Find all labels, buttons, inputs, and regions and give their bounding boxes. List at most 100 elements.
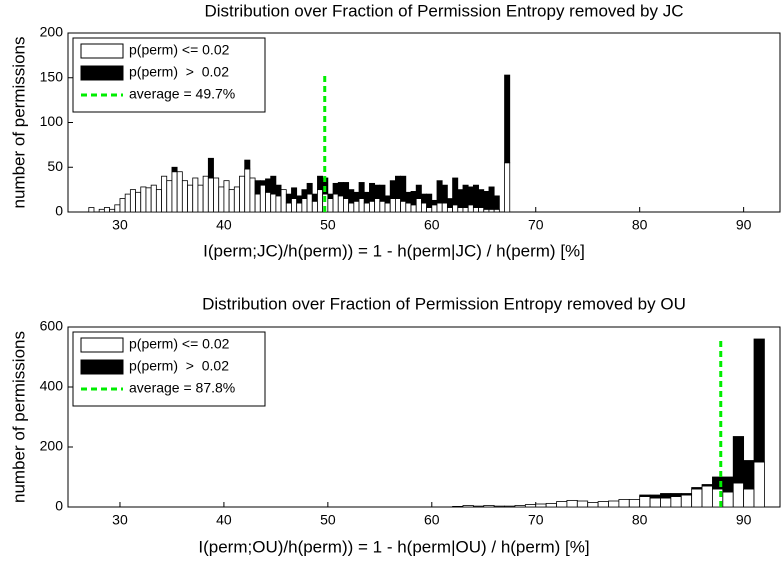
histogram-bar (395, 198, 402, 213)
histogram-bar (327, 198, 334, 213)
x-tick-label: 60 (424, 217, 440, 233)
histogram-bar (452, 204, 459, 213)
histogram-bar (374, 184, 381, 199)
histogram-bar (103, 207, 110, 213)
histogram-bar (514, 505, 526, 508)
histogram-bar (649, 497, 661, 508)
histogram-bar (358, 182, 365, 199)
histogram-bar (197, 184, 204, 213)
x-tick-label: 30 (112, 217, 128, 233)
histogram-bar (431, 199, 438, 206)
histogram-bar (452, 505, 464, 508)
histogram-bar (478, 207, 485, 213)
x-axis-label: I(perm;OU)/h(perm)) = 1 - h(perm|OU) / h… (198, 537, 589, 556)
histogram-bar (161, 175, 168, 213)
histogram-bar (457, 207, 464, 213)
histogram-bar (301, 198, 308, 213)
legend-label: p(perm) <= 0.02 (129, 336, 230, 352)
histogram-bar (265, 178, 272, 193)
histogram-bar (296, 195, 303, 204)
x-tick-label: 50 (320, 512, 336, 528)
histogram-bar (639, 494, 651, 497)
histogram-bar (239, 175, 246, 213)
histogram-bar (587, 502, 599, 508)
x-tick-label: 40 (216, 217, 232, 233)
x-tick-label: 80 (632, 512, 648, 528)
histogram-bar (410, 204, 417, 213)
histogram-bar (597, 501, 609, 508)
histogram-bar (369, 182, 376, 202)
histogram-bar (213, 177, 220, 213)
x-tick-label: 80 (632, 217, 648, 233)
x-tick-label: 40 (216, 512, 232, 528)
legend-swatch (80, 337, 124, 353)
histogram-bar (228, 189, 235, 213)
histogram-bar (452, 177, 459, 206)
histogram-bar (109, 208, 116, 213)
histogram-bar (426, 193, 433, 208)
y-tick-label: 150 (40, 68, 64, 84)
histogram-bar (524, 504, 537, 508)
y-tick-label: 600 (40, 318, 64, 334)
histogram-bar (426, 207, 433, 213)
histogram-bar (467, 186, 474, 206)
histogram-bar (436, 202, 443, 213)
y-tick-label: 200 (40, 24, 64, 40)
legend-label: p(perm) > 0.02 (129, 358, 229, 374)
x-axis-label: I(perm;JC)/h(perm)) = 1 - h(perm|JC) / h… (203, 241, 585, 260)
y-tick-label: 0 (55, 203, 63, 219)
histogram-bar (155, 189, 162, 213)
x-tick-label: 90 (736, 512, 752, 528)
histogram-bar (254, 193, 261, 213)
histogram-bar (467, 204, 474, 213)
histogram-bar (472, 505, 485, 508)
histogram-bar (332, 193, 339, 213)
histogram-bar (389, 198, 396, 213)
histogram-bar (446, 207, 453, 213)
histogram-bar (207, 177, 214, 213)
histogram-bar (114, 204, 121, 213)
histogram-bar (732, 436, 745, 484)
histogram-bar (566, 499, 578, 508)
histogram-bar (317, 189, 324, 213)
histogram-bar (379, 184, 386, 202)
histogram-bar (743, 488, 755, 508)
histogram-bar (192, 177, 199, 213)
y-tick-label: 50 (47, 158, 63, 174)
histogram-bar (296, 202, 303, 213)
histogram-bar (493, 195, 500, 210)
x-tick-label: 60 (424, 512, 440, 528)
histogram-bar (119, 198, 126, 213)
histogram-bar (343, 182, 350, 199)
histogram-bar (504, 505, 516, 508)
histogram-bar (680, 494, 693, 508)
histogram-bar (135, 191, 142, 213)
histogram-bar (291, 187, 298, 199)
histogram-bar (649, 494, 661, 499)
histogram-bar (441, 184, 448, 204)
histogram-bar (618, 499, 630, 508)
legend-label: p(perm) > 0.02 (129, 64, 229, 80)
histogram-bar (722, 491, 734, 508)
histogram-bar (405, 202, 412, 213)
histogram-bar (431, 204, 438, 213)
histogram-bar (343, 198, 350, 213)
histogram-bar (88, 207, 95, 213)
histogram-bar (181, 180, 188, 213)
histogram-bar (280, 189, 287, 213)
histogram-bar (150, 184, 157, 213)
histogram-bar (691, 487, 703, 490)
histogram-bar (722, 476, 734, 493)
histogram-bar (207, 157, 214, 179)
histogram-bar (691, 488, 703, 508)
histogram-bar (140, 186, 147, 213)
histogram-bar (384, 195, 391, 204)
histogram-bar (275, 184, 282, 197)
histogram-bar (285, 202, 292, 213)
histogram-bar (483, 208, 490, 213)
histogram-bar (457, 189, 464, 208)
histogram-bar (129, 189, 136, 213)
histogram-bar (202, 175, 209, 213)
histogram-bar (421, 193, 427, 204)
